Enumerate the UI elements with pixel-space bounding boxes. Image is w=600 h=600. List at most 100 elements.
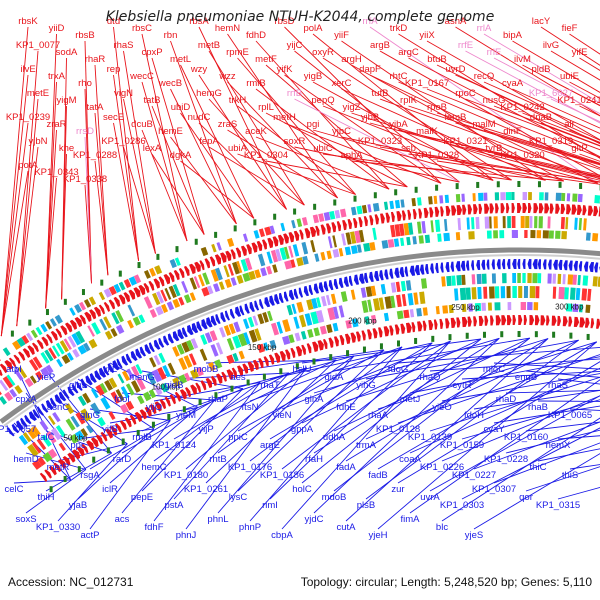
- leader-line: [0, 26, 29, 337]
- cog-block: [396, 294, 402, 308]
- leader-line: [301, 338, 482, 484]
- cog-block: [48, 347, 57, 360]
- gene-arrow: [90, 437, 99, 448]
- cog-block: [189, 277, 198, 290]
- cog-block: [14, 384, 23, 395]
- cog-block: [465, 287, 471, 300]
- gene-label-bottom: phnJ: [176, 530, 197, 541]
- cog-block: [263, 342, 270, 351]
- leader-line: [45, 129, 57, 309]
- cog-block: [153, 354, 161, 366]
- gene-label-top: alr: [564, 119, 575, 130]
- cog-block: [131, 380, 141, 393]
- gene-arrow: [501, 259, 506, 270]
- gene-arrow: [462, 204, 467, 215]
- cog-block: [310, 311, 319, 325]
- leader-line: [461, 427, 600, 500]
- green-marker: [10, 330, 14, 337]
- cog-block: [100, 396, 111, 410]
- gene-arrow: [590, 318, 595, 329]
- gene-arrow: [220, 252, 227, 263]
- gene-label-top: hemN: [215, 23, 240, 34]
- gene-arrow: [467, 204, 472, 215]
- gene-arrow: [318, 282, 324, 293]
- cog-block: [493, 230, 498, 239]
- gene-arrow: [555, 203, 560, 214]
- cog-block: [227, 237, 235, 248]
- leader-line: [345, 338, 549, 522]
- cog-block: [152, 292, 161, 306]
- leader-line: [185, 367, 308, 530]
- leader-line: [313, 337, 500, 454]
- cog-block: [130, 365, 140, 377]
- cog-block: [236, 274, 244, 284]
- cog-block: [88, 296, 97, 306]
- cog-block: [282, 335, 291, 346]
- cog-block: [564, 287, 569, 300]
- green-marker: [534, 331, 538, 338]
- gene-label-bottom: yieO: [432, 402, 452, 413]
- cog-block: [372, 227, 377, 240]
- gene-arrow: [350, 332, 357, 343]
- gene-arrow: [36, 339, 44, 350]
- gene-arrow: [144, 344, 152, 355]
- cog-block: [455, 193, 461, 203]
- green-marker: [435, 184, 439, 191]
- gene-label-bottom: hemD: [13, 454, 38, 465]
- cog-block: [315, 309, 325, 323]
- cog-block: [224, 278, 232, 288]
- cog-block: [393, 238, 400, 247]
- cog-block: [51, 345, 61, 357]
- gene-arrow: [130, 350, 138, 361]
- gene-label-top: rhaS: [113, 40, 133, 51]
- cog-block: [119, 403, 129, 414]
- gene-arrow: [246, 244, 252, 255]
- gene-arrow: [361, 330, 366, 341]
- green-marker: [414, 337, 418, 344]
- cog-block: [360, 287, 367, 298]
- gene-arrow: [18, 351, 26, 361]
- cog-block: [35, 326, 43, 336]
- leader-line: [512, 136, 600, 165]
- cog-block: [572, 193, 578, 202]
- leader-line: [45, 81, 57, 309]
- gene-label-top: rrfB: [287, 88, 302, 99]
- gene-arrow: [353, 274, 360, 285]
- gene-label-top: yigM: [56, 95, 76, 106]
- reverse-gene-leader-lines: [13, 337, 600, 530]
- cog-block: [41, 434, 52, 447]
- gene-label-top: wecC: [129, 71, 154, 82]
- gene-label-top: malM: [472, 119, 495, 130]
- cog-block: [536, 230, 542, 239]
- leader-line: [294, 146, 460, 183]
- gene-label-bottom: rhaS: [548, 380, 568, 391]
- cog-block: [461, 274, 466, 286]
- cog-block: [475, 216, 480, 230]
- cog-block: [31, 425, 41, 437]
- cog-block: [538, 216, 543, 229]
- gene-label-top: KP1_0304: [244, 150, 288, 161]
- cog-block: [267, 310, 273, 322]
- outer-function-track-b: [0, 216, 587, 396]
- green-marker: [233, 225, 237, 232]
- cog-block: [197, 274, 205, 287]
- gene-arrow: [135, 348, 143, 359]
- leader-line: [237, 57, 356, 195]
- cog-block: [110, 328, 118, 337]
- cog-block: [520, 302, 527, 311]
- cog-block: [311, 298, 318, 309]
- leader-line: [455, 74, 600, 141]
- gene-label-top: yjbN: [28, 136, 47, 147]
- cog-block: [483, 286, 488, 299]
- cog-block: [511, 230, 518, 239]
- gene-label-top: uvrD: [445, 64, 465, 75]
- gene-arrow: [64, 322, 73, 333]
- gene-label-top: rho: [78, 78, 92, 89]
- gene-arrow: [123, 292, 131, 303]
- gene-arrow: [306, 343, 312, 354]
- gene-label-top: fdhD: [246, 30, 266, 41]
- gene-label-bottom: acs: [115, 514, 130, 525]
- cog-block: [133, 274, 142, 284]
- cog-block: [258, 228, 266, 238]
- gene-arrow: [518, 315, 523, 326]
